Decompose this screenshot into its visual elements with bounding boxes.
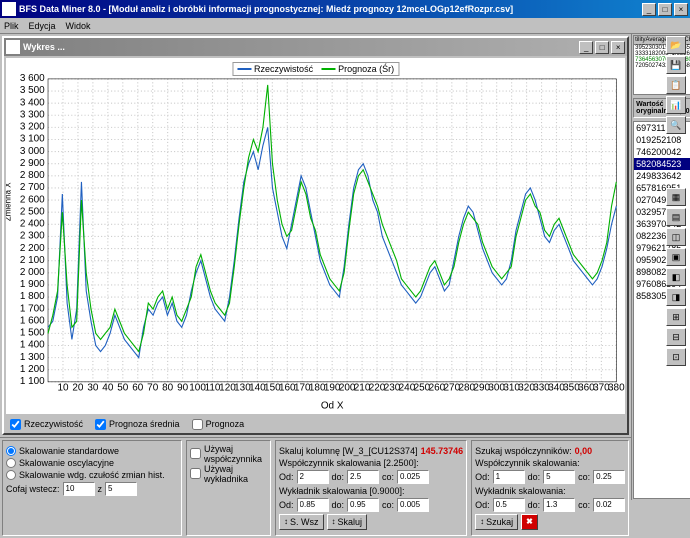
svg-text:2 700: 2 700 (20, 182, 45, 193)
svg-text:2 000: 2 000 (20, 267, 45, 278)
svg-text:2 400: 2 400 (20, 219, 45, 230)
cofaj-input-2[interactable] (105, 482, 137, 496)
main-titlebar: BFS Data Miner 8.0 - [Moduł analiz i obr… (0, 0, 690, 18)
svg-text:1 400: 1 400 (20, 340, 45, 351)
tool-c-icon[interactable]: ◫ (666, 228, 686, 246)
svg-text:3 200: 3 200 (20, 122, 45, 133)
bottom-panel: Skalowanie standardowe Skalowanie oscyla… (0, 437, 631, 538)
svg-text:3 600: 3 600 (20, 73, 45, 84)
chart-title: Wykres ... (23, 42, 579, 52)
minimize-button[interactable]: _ (642, 3, 656, 16)
menu-item[interactable]: Plik (4, 21, 19, 31)
menu-item[interactable]: Edycja (29, 21, 56, 31)
search-coef-panel: Szukaj współczynników: 0,00 Współczynnik… (471, 440, 629, 536)
svg-text:1 900: 1 900 (20, 279, 45, 290)
chart-icon (6, 40, 20, 54)
radio-standard[interactable]: Skalowanie standardowe (6, 446, 178, 456)
tool-e-icon[interactable]: ◧ (666, 268, 686, 286)
use-panel: Używaj współczynnika Używaj wykładnika (186, 440, 271, 536)
co-input-1[interactable] (397, 470, 429, 484)
tool-g-icon[interactable]: ⊞ (666, 308, 686, 326)
svg-text:2 300: 2 300 (20, 231, 45, 242)
check-exp[interactable]: Używaj wykładnika (190, 464, 267, 484)
svg-text:2 200: 2 200 (20, 243, 45, 254)
tool-b-icon[interactable]: ▤ (666, 208, 686, 226)
check-prognosis-avg[interactable]: Prognoza średnia (95, 419, 180, 430)
scale-button[interactable]: ↕ Skaluj (327, 514, 368, 530)
r-od-1[interactable] (493, 470, 525, 484)
svg-text:3 500: 3 500 (20, 85, 45, 96)
maximize-button[interactable]: □ (658, 3, 672, 16)
svg-text:3 400: 3 400 (20, 97, 45, 108)
tool-h-icon[interactable]: ⊟ (666, 328, 686, 346)
svg-text:2 500: 2 500 (20, 206, 45, 217)
toolbar-column: 📂 💾 📋 📊 🔍 ▦ ▤ ◫ ▣ ◧ ◨ ⊞ ⊟ ⊡ (666, 36, 688, 366)
check-coef[interactable]: Używaj współczynnika (190, 444, 267, 464)
tool-f-icon[interactable]: ◨ (666, 288, 686, 306)
svg-text:2 600: 2 600 (20, 194, 45, 205)
svg-text:60: 60 (132, 383, 144, 394)
tool-search-icon[interactable]: 🔍 (666, 116, 686, 134)
tool-d-icon[interactable]: ▣ (666, 248, 686, 266)
menu-item[interactable]: Widok (66, 21, 91, 31)
scale-all-button[interactable]: ↕ S. Wsz (279, 514, 324, 530)
radio-sensitivity[interactable]: Skalowanie wdg. czułość zmian hist. (6, 470, 178, 480)
svg-text:40: 40 (102, 383, 114, 394)
svg-text:50: 50 (117, 383, 129, 394)
check-reality[interactable]: Rzeczywistość (10, 419, 83, 430)
check-prognosis[interactable]: Prognoza (192, 419, 245, 430)
chart-min-button[interactable]: _ (579, 41, 593, 54)
svg-text:1 300: 1 300 (20, 352, 45, 363)
chart-window: Wykres ... _ □ × Rzeczywistość Prognoza … (2, 36, 629, 435)
svg-text:1 700: 1 700 (20, 303, 45, 314)
svg-text:20: 20 (72, 383, 84, 394)
tool-save-icon[interactable]: 💾 (666, 56, 686, 74)
svg-text:3 100: 3 100 (20, 134, 45, 145)
svg-text:70: 70 (147, 383, 159, 394)
chart-controls: Rzeczywistość Prognoza średnia Prognoza (4, 416, 627, 433)
chart-svg: 1 1001 2001 3001 4001 5001 6001 7001 800… (6, 58, 625, 414)
scaling-panel: Skalowanie standardowe Skalowanie oscyla… (2, 440, 182, 536)
radio-oscillation[interactable]: Skalowanie oscylacyjne (6, 458, 178, 468)
tool-i-icon[interactable]: ⊡ (666, 348, 686, 366)
close-button[interactable]: × (674, 3, 688, 16)
od-input-1[interactable] (297, 470, 329, 484)
svg-text:2 800: 2 800 (20, 170, 45, 181)
tool-copy-icon[interactable]: 📋 (666, 76, 686, 94)
svg-text:3 000: 3 000 (20, 146, 45, 157)
app-icon (2, 2, 16, 16)
svg-text:Od X: Od X (321, 400, 344, 411)
cofaj-input-1[interactable] (63, 482, 95, 496)
do-input-1[interactable] (347, 470, 379, 484)
search-button[interactable]: ↕ Szukaj (475, 514, 518, 530)
svg-text:2 100: 2 100 (20, 255, 45, 266)
svg-text:1 500: 1 500 (20, 328, 45, 339)
app-title: BFS Data Miner 8.0 - [Moduł analiz i obr… (19, 4, 642, 14)
cancel-button[interactable]: ✖ (521, 514, 538, 530)
r-co-1[interactable] (593, 470, 625, 484)
svg-text:2 900: 2 900 (20, 158, 45, 169)
scale-column-panel: Skaluj kolumnę [W_3_[CU12S374]145.73746 … (275, 440, 467, 536)
tool-a-icon[interactable]: ▦ (666, 188, 686, 206)
chart-legend: Rzeczywistość Prognoza (Śr) (232, 62, 399, 76)
svg-text:380: 380 (608, 383, 625, 394)
chart-close-button[interactable]: × (611, 41, 625, 54)
tool-chart-icon[interactable]: 📊 (666, 96, 686, 114)
chart-area: Rzeczywistość Prognoza (Śr) 1 1001 2001 … (6, 58, 625, 414)
menubar: Plik Edycja Widok (0, 18, 690, 34)
svg-text:10: 10 (57, 383, 69, 394)
svg-text:1 200: 1 200 (20, 364, 45, 375)
svg-text:90: 90 (177, 383, 189, 394)
svg-text:1 600: 1 600 (20, 315, 45, 326)
y-axis-label: Zmienna X (6, 182, 13, 221)
chart-max-button[interactable]: □ (595, 41, 609, 54)
tool-open-icon[interactable]: 📂 (666, 36, 686, 54)
svg-text:80: 80 (162, 383, 174, 394)
r-do-1[interactable] (543, 470, 575, 484)
svg-text:30: 30 (87, 383, 99, 394)
svg-text:1 100: 1 100 (20, 376, 45, 387)
svg-text:1 800: 1 800 (20, 291, 45, 302)
svg-text:3 300: 3 300 (20, 109, 45, 120)
